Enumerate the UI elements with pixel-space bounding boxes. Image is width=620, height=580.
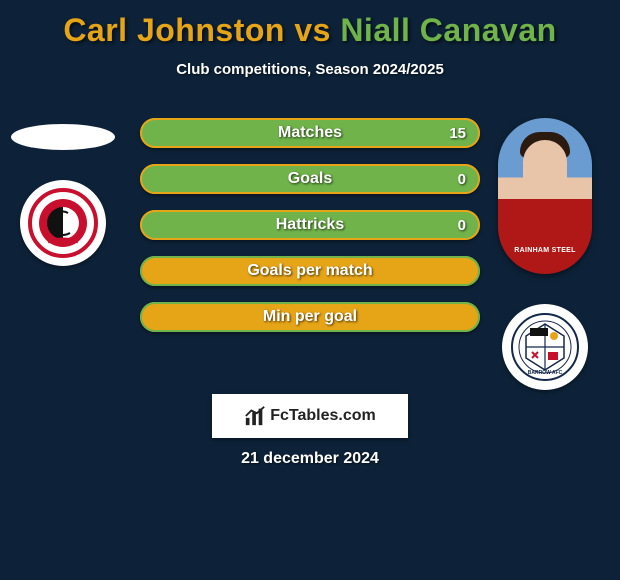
stat-bar: Goals 0 bbox=[140, 164, 480, 194]
fleetwood-badge-icon bbox=[28, 188, 98, 258]
player1-club-badge bbox=[20, 180, 106, 266]
stat-bar: Hattricks 0 bbox=[140, 210, 480, 240]
player2-club-badge: BARROW AFC bbox=[502, 304, 588, 390]
stat-bar-value: 15 bbox=[449, 125, 466, 142]
title-player1: Carl Johnston bbox=[63, 12, 285, 48]
comparison-title: Carl Johnston vs Niall Canavan bbox=[0, 0, 620, 49]
stat-bar-label: Goals bbox=[288, 170, 332, 188]
stat-bar-label: Hattricks bbox=[276, 216, 344, 234]
stat-bar-label: Matches bbox=[278, 124, 342, 142]
stat-bar: Goals per match bbox=[140, 256, 480, 286]
stat-bar-label: Goals per match bbox=[247, 262, 372, 280]
watermark-text: FcTables.com bbox=[270, 407, 376, 425]
title-player2: Niall Canavan bbox=[340, 12, 556, 48]
player2-column: BARROW AFC bbox=[490, 118, 600, 390]
stat-bar-value: 0 bbox=[458, 217, 466, 234]
player1-photo-placeholder bbox=[11, 124, 115, 150]
svg-text:BARROW AFC: BARROW AFC bbox=[528, 370, 563, 376]
title-vs: vs bbox=[285, 12, 340, 48]
stat-bar-value: 0 bbox=[458, 171, 466, 188]
chart-icon bbox=[244, 405, 266, 427]
player1-column bbox=[8, 118, 118, 266]
subtitle: Club competitions, Season 2024/2025 bbox=[0, 61, 620, 78]
watermark: FcTables.com bbox=[212, 394, 408, 438]
player2-photo bbox=[498, 118, 592, 274]
stat-bar: Min per goal bbox=[140, 302, 480, 332]
stat-bar-label: Min per goal bbox=[263, 308, 357, 326]
stat-bars: Matches 15 Goals 0 Hattricks 0 Goals per match… bbox=[140, 118, 480, 348]
date: 21 december 2024 bbox=[0, 450, 620, 468]
stat-bar: Matches 15 bbox=[140, 118, 480, 148]
barrow-badge-icon: BARROW AFC bbox=[510, 312, 580, 382]
stats-area: BARROW AFC Matches15Goals0Hattricks0Goal… bbox=[0, 118, 620, 418]
